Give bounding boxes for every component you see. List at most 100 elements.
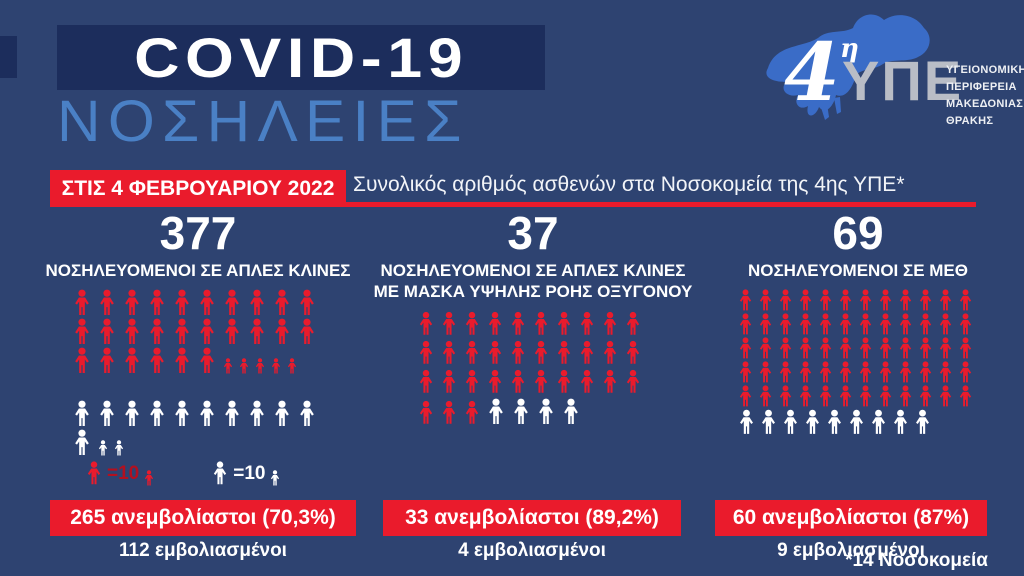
person-icon [417,340,435,365]
person-icon [877,337,894,359]
pictogram-row [72,289,322,316]
person-icon [877,313,894,335]
person-icon [97,318,117,345]
pictogram-row [737,409,935,435]
logo-number: 4 [784,25,840,119]
person-icon [837,289,854,311]
person-icon [797,385,814,407]
person-icon [737,409,756,435]
pictogram-row [417,311,647,336]
legend: =10 =10 [85,460,281,486]
person-icon [937,337,954,359]
person-icon [247,289,267,316]
page-title: COVID-19 [133,26,469,89]
column-icu: 69 ΝΟΣΗΛΕΥΟΜΕΝΟΙ ΣΕ ΜΕΘ [700,210,1016,437]
person-icon [463,311,481,336]
person-icon [222,358,234,374]
person-icon [172,400,192,427]
column-value: 377 [159,207,237,259]
person-icon [777,313,794,335]
person-icon [913,409,932,435]
person-icon [797,313,814,335]
person-icon [777,385,794,407]
person-icon [97,440,109,456]
person-icon [837,361,854,383]
person-icon [837,337,854,359]
person-icon [897,337,914,359]
logo-org-short: ΥΠΕ [842,49,964,112]
person-icon [797,361,814,383]
person-icon [272,400,292,427]
person-icon [122,400,142,427]
person-icon [857,313,874,335]
logo-eta: η [840,34,859,64]
person-icon [147,318,167,345]
person-icon [147,347,167,374]
person-icon [578,311,596,336]
person-icon [561,398,581,425]
person-icon [737,337,754,359]
vaccinated-label-simple-beds: 112 εμβολιασμένοι [119,540,287,561]
person-icon [737,385,754,407]
person-icon [891,409,910,435]
person-icon [147,289,167,316]
person-icon [440,311,458,336]
person-icon [937,361,954,383]
person-icon [797,337,814,359]
person-icon [297,318,317,345]
4ype-logo: 4 η ΥΠΕ ΥΓΕΙΟΝΟΜΙΚΗ ΠΕΡΙΦΕΡΕΙΑ ΜΑΚΕΔΟΝΙΑ… [758,6,1024,158]
person-icon [857,361,874,383]
person-icon [463,340,481,365]
person-icon [857,289,874,311]
person-icon [247,318,267,345]
person-icon [269,470,281,486]
person-icon [555,311,573,336]
person-icon [957,361,974,383]
person-icon [417,369,435,394]
person-icon [97,400,117,427]
pictogram-row [737,337,977,359]
person-icon [143,470,155,486]
person-icon [172,347,192,374]
person-icon [917,385,934,407]
pictogram-row [417,340,647,365]
region-map-icon [766,14,930,120]
date-banner: ΣΤΙΣ 4 ΦΕΒΡΟΥΑΡΙΟΥ 2022 [50,170,346,207]
person-icon [837,313,854,335]
person-icon [869,409,888,435]
person-icon [85,460,103,486]
person-icon [757,385,774,407]
person-icon [440,400,458,425]
pictogram-row [72,318,322,345]
vaccinated-label-icu: 9 εμβολιασμένοι [777,540,925,561]
person-icon [578,369,596,394]
person-icon [937,385,954,407]
person-icon [509,369,527,394]
person-icon [601,369,619,394]
total-patients-heading: Συνολικός αριθμός ασθενών στα Νοσοκομεία… [353,173,905,196]
person-icon [877,385,894,407]
person-icon [536,398,556,425]
person-icon [857,385,874,407]
person-icon [803,409,822,435]
person-icon [857,337,874,359]
person-icon [777,289,794,311]
person-icon [72,289,92,316]
column-value: 69 [832,207,884,259]
person-icon [254,358,266,374]
person-icon [601,340,619,365]
person-icon [957,289,974,311]
person-icon [172,318,192,345]
title-bar-notch [0,36,17,78]
pictogram-high-flow-oxygen [417,311,649,429]
person-icon [817,385,834,407]
column-label: ΝΟΣΗΛΕΥΟΜΕΝΟΙ ΣΕ ΑΠΛΕΣ ΚΛΙΝΕΣ ΜΕ ΜΑΣΚΑ Υ… [373,261,693,302]
person-icon [486,311,504,336]
unvaccinated-banner-icu: 60 ανεμβολίαστοι (87%) [715,500,987,536]
person-icon [624,369,642,394]
pictogram-row [737,385,977,407]
pictogram-row [737,361,977,383]
vaccinated-label-high-flow: 4 εμβολιασμένοι [458,540,606,561]
person-icon [440,340,458,365]
column-value: 37 [507,207,559,259]
